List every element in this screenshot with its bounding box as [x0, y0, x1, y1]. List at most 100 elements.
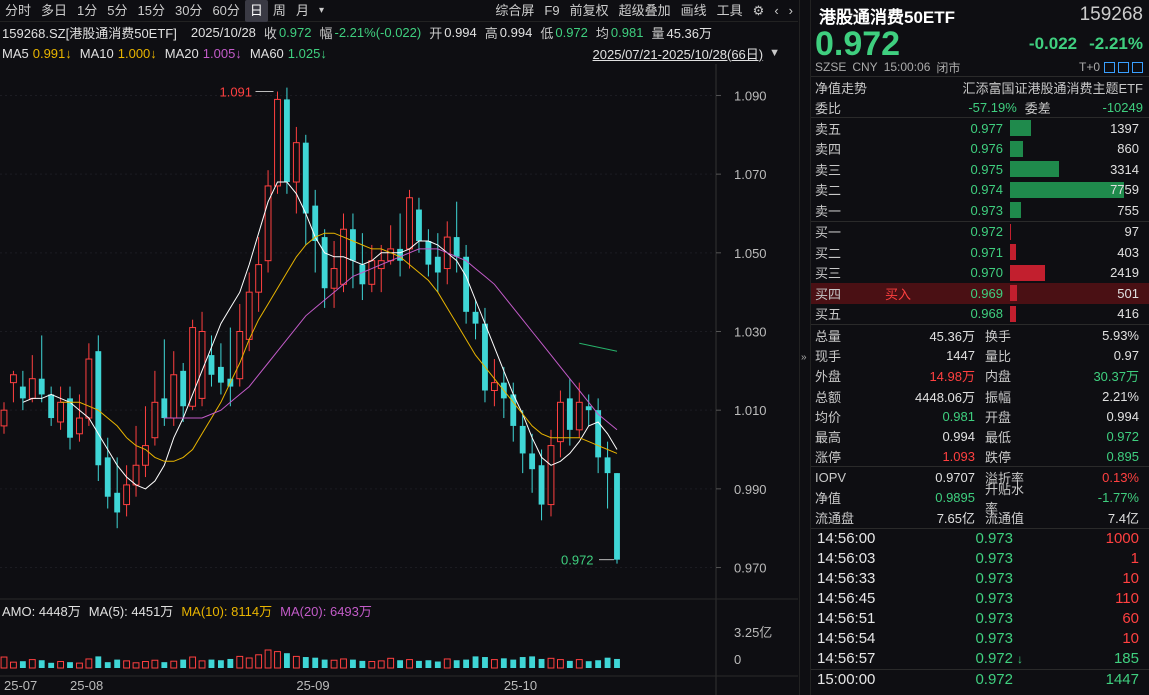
level-price: 0.973	[970, 202, 1003, 218]
period-tab[interactable]: 月	[295, 2, 309, 18]
level-price: 0.975	[970, 161, 1003, 177]
tool-button[interactable]: 画线	[680, 2, 707, 18]
tick-row: 14:56:54 0.973 10	[811, 629, 1149, 649]
tool-button[interactable]: F9	[544, 2, 560, 18]
bid-row[interactable]: 买四 买入 0.969 501	[811, 283, 1149, 304]
candle	[556, 390, 564, 458]
stat-label: 总量	[815, 328, 842, 344]
period-tab[interactable]: 周	[272, 2, 286, 18]
nav-label[interactable]: 净值走势	[815, 80, 868, 96]
volume-bar	[406, 659, 413, 669]
stat-value: 4448.06万	[915, 389, 975, 405]
tool-button[interactable]: 超级叠加	[618, 2, 671, 18]
volume-bar	[161, 662, 168, 668]
level-label: 卖四	[815, 142, 842, 158]
tick-time: 15:00:00	[817, 670, 876, 688]
candle-body	[85, 358, 93, 419]
candle	[434, 233, 441, 293]
y-tick-label: 1.070	[734, 167, 767, 182]
bid-row[interactable]: 买一 0.972 97	[811, 222, 1149, 243]
ask-row[interactable]: 卖四 0.976 860	[811, 139, 1149, 160]
more-periods-dropdown[interactable]: ▾	[318, 4, 324, 16]
volume-bar	[490, 659, 498, 669]
stat-row: IOPV 0.9707 溢折率 0.13%	[811, 467, 1149, 487]
level-label: 卖三	[815, 162, 842, 178]
bid-row[interactable]: 买二 0.971 403	[811, 242, 1149, 263]
tick-time: 14:56:51	[817, 610, 876, 628]
period-tab[interactable]: 5分	[107, 2, 128, 18]
stat-value: 0.994	[942, 429, 975, 445]
candle-body	[95, 351, 102, 466]
volume-bar	[585, 661, 592, 668]
window-icon[interactable]	[1118, 61, 1129, 73]
collapse-panel-button[interactable]: »	[799, 0, 810, 695]
ask-depth-bar	[1010, 161, 1060, 177]
period-tab[interactable]: 日	[244, 0, 268, 22]
bid-row[interactable]: 买三 0.970 2419	[811, 263, 1149, 284]
volume-bar	[76, 662, 83, 669]
date-range-label[interactable]: 2025/07/21-2025/10/28(66日)	[592, 46, 764, 62]
candle	[359, 233, 366, 301]
bid-row[interactable]: 买五 0.968 416	[811, 304, 1149, 325]
ask-row[interactable]: 卖五 0.977 1397	[811, 118, 1149, 139]
period-tab[interactable]: 分时	[5, 2, 32, 18]
candle-body	[604, 457, 611, 474]
quote-panel: 港股通消费50ETF 159268 0.972 -0.022 -2.21% SZ…	[810, 0, 1149, 695]
stat-value: 2.21%	[1102, 388, 1139, 404]
stat-value: 7.4亿	[1107, 511, 1139, 527]
candle	[48, 386, 55, 426]
gear-icon[interactable]: ⚙	[752, 2, 765, 18]
period-tab[interactable]: 60分	[212, 2, 240, 18]
candle	[595, 398, 602, 474]
ask-row[interactable]: 卖三 0.975 3314	[811, 159, 1149, 180]
kline-chart[interactable]: 1.090 1.070 1.050 1.030 1.010 0.990 0.970 1.091…	[0, 64, 798, 695]
tick-volume: 1447	[1105, 670, 1139, 688]
volume-axis-zero: 0	[734, 652, 741, 667]
collapse-arrow-icon[interactable]: »	[801, 352, 807, 363]
level-volume: 860	[1117, 141, 1139, 157]
left-arrow-icon[interactable]: ‹	[774, 2, 779, 18]
tool-button[interactable]: 前复权	[569, 2, 609, 18]
candle	[57, 386, 65, 430]
ask-row[interactable]: 卖一 0.973 755	[811, 200, 1149, 221]
candle	[28, 355, 36, 403]
tick-row: 14:56:33 0.973 10	[811, 569, 1149, 589]
period-tab[interactable]: 15分	[137, 2, 165, 18]
tool-button[interactable]: 工具	[716, 2, 743, 18]
level-label: 卖二	[815, 183, 842, 199]
candle	[19, 370, 26, 411]
popout-icon[interactable]	[1132, 61, 1143, 73]
candle-body	[0, 409, 8, 427]
level-volume: 1397	[1110, 120, 1139, 136]
ma10-line	[60, 232, 618, 462]
candle-body	[312, 205, 319, 242]
stat-label: 最高	[815, 430, 842, 446]
candle-body	[510, 394, 517, 426]
level-volume: 2419	[1110, 265, 1139, 281]
tick-list[interactable]: 14:56:00 0.973 1000 14:56:03 0.973 1 14:56:33 0…	[811, 529, 1149, 689]
candle-body	[19, 386, 26, 399]
low-value: 0.972	[555, 24, 588, 40]
candle-body	[189, 327, 197, 407]
candle-body	[529, 453, 536, 470]
ask-row[interactable]: 卖二 0.974 7759	[811, 180, 1149, 201]
tick-price: 0.973	[975, 530, 1013, 548]
candle	[482, 307, 488, 403]
tick-volume: 10	[1122, 630, 1139, 648]
bid-book: 买一 0.972 97 买二 0.971 403 买三 0.970 2419 买四 买入 0.969 5…	[811, 222, 1149, 325]
candle	[217, 343, 224, 395]
tool-button[interactable]: 综合屏	[495, 2, 535, 18]
nav-row[interactable]: 净值走势 汇添富国证港股通消费主题ETF	[811, 77, 1149, 97]
period-tab[interactable]: 30分	[174, 2, 203, 18]
right-arrow-icon[interactable]: ›	[788, 2, 793, 18]
tick-volume: 1	[1130, 550, 1139, 568]
period-tab[interactable]: 1分	[77, 2, 98, 18]
range-dropdown-icon[interactable]: ▼	[769, 47, 780, 59]
stat-value: 1447	[946, 347, 975, 363]
ma-legend: MA5 0.991↓ MA10 1.000↓ MA20 1.005↓ MA60 1.02…	[0, 42, 798, 64]
period-tab[interactable]: 多日	[41, 2, 68, 18]
tick-price: 0.973	[975, 610, 1013, 628]
edit-icon[interactable]	[1104, 61, 1115, 73]
level-price: 0.968	[970, 306, 1003, 322]
candle	[85, 343, 93, 426]
